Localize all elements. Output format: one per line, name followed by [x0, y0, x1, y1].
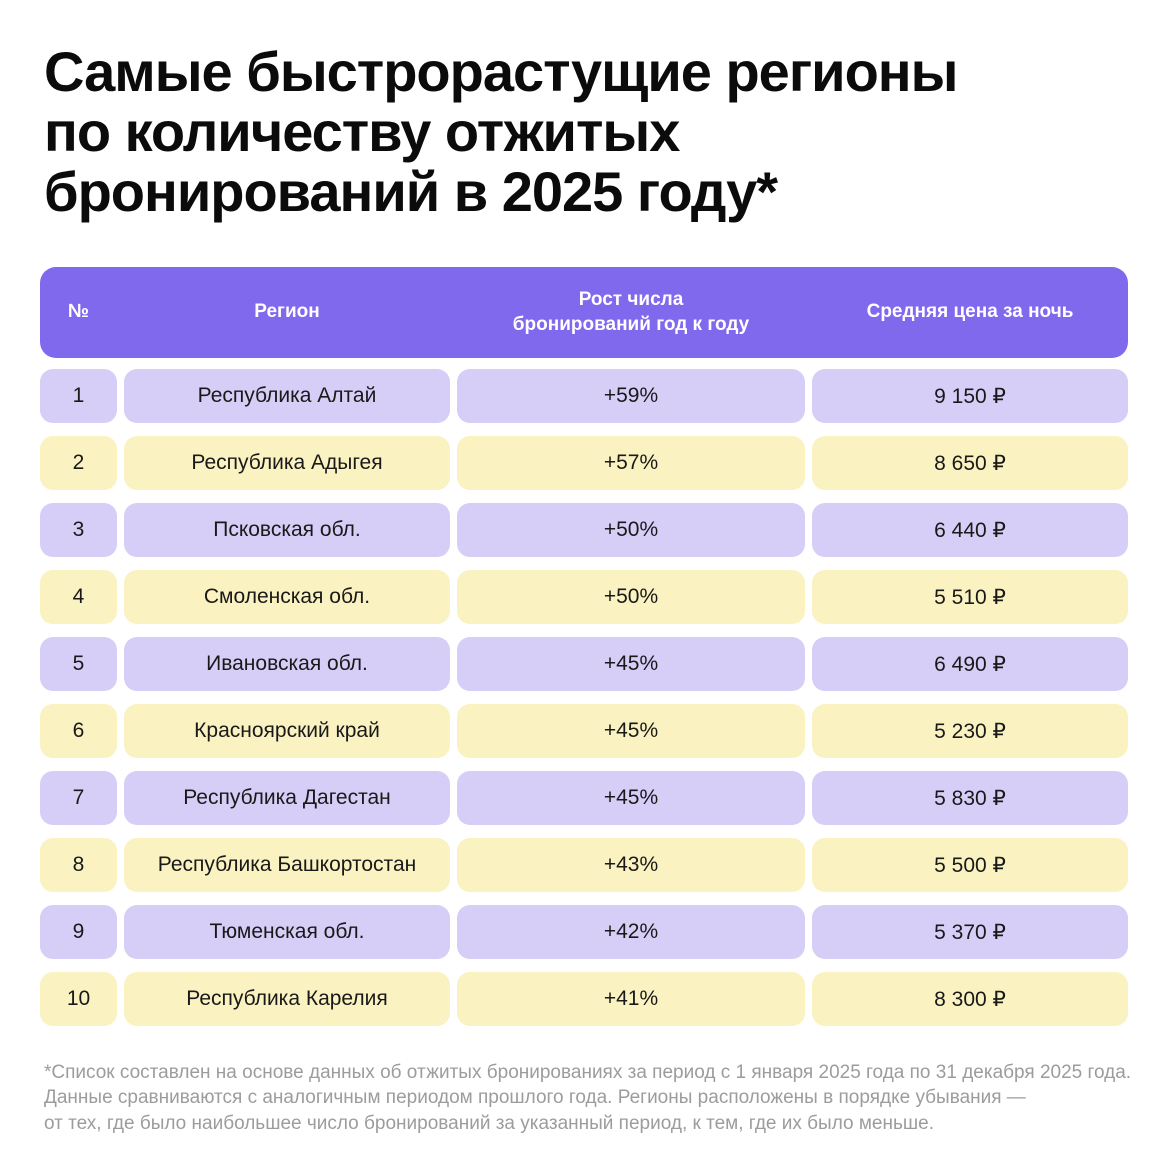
column-header-region: Регион — [254, 301, 320, 323]
table-row: 6 Красноярский край +45% 5 230 ₽ — [40, 704, 1128, 758]
cell-number: 9 — [40, 905, 117, 959]
cell-number: 10 — [40, 972, 117, 1026]
column-header-growth: Рост числа бронирований год к году — [512, 288, 750, 335]
cell-growth: +41% — [457, 972, 805, 1026]
cell-region: Псковская обл. — [124, 503, 450, 557]
cell-region: Республика Адыгея — [124, 436, 450, 490]
cell-region: Ивановская обл. — [124, 637, 450, 691]
cell-growth: +57% — [457, 436, 805, 490]
cell-growth: +45% — [457, 771, 805, 825]
cell-number: 7 — [40, 771, 117, 825]
cell-number: 5 — [40, 637, 117, 691]
cell-growth: +43% — [457, 838, 805, 892]
cell-region: Республика Карелия — [124, 972, 450, 1026]
cell-price: 5 830 ₽ — [812, 771, 1128, 825]
table-row: 5 Ивановская обл. +45% 6 490 ₽ — [40, 637, 1128, 691]
cell-growth: +42% — [457, 905, 805, 959]
table-header-row: № Регион Рост числа бронирований год к г… — [40, 267, 1128, 358]
column-header-number: № — [67, 301, 90, 323]
cell-price: 5 500 ₽ — [812, 838, 1128, 892]
page-title: Самые быстрорастущие регионы по количест… — [44, 40, 958, 223]
table-row: 10 Республика Карелия +41% 8 300 ₽ — [40, 972, 1128, 1026]
table-row: 7 Республика Дагестан +45% 5 830 ₽ — [40, 771, 1128, 825]
cell-number: 6 — [40, 704, 117, 758]
cell-price: 8 300 ₽ — [812, 972, 1128, 1026]
table-row: 2 Республика Адыгея +57% 8 650 ₽ — [40, 436, 1128, 490]
cell-region: Республика Дагестан — [124, 771, 450, 825]
cell-region: Республика Алтай — [124, 369, 450, 423]
cell-price: 6 440 ₽ — [812, 503, 1128, 557]
footnote-text: *Список составлен на основе данных об от… — [44, 1062, 1132, 1134]
column-header-price: Средняя цена за ночь — [866, 301, 1074, 323]
cell-price: 5 510 ₽ — [812, 570, 1128, 624]
table-row: 8 Республика Башкортостан +43% 5 500 ₽ — [40, 838, 1128, 892]
cell-growth: +50% — [457, 503, 805, 557]
cell-growth: +45% — [457, 704, 805, 758]
cell-growth: +50% — [457, 570, 805, 624]
cell-region: Смоленская обл. — [124, 570, 450, 624]
cell-price: 8 650 ₽ — [812, 436, 1128, 490]
cell-region: Тюменская обл. — [124, 905, 450, 959]
cell-price: 5 370 ₽ — [812, 905, 1128, 959]
table-row: 4 Смоленская обл. +50% 5 510 ₽ — [40, 570, 1128, 624]
rankings-table: № Регион Рост числа бронирований год к г… — [40, 267, 1128, 1039]
cell-number: 3 — [40, 503, 117, 557]
cell-price: 5 230 ₽ — [812, 704, 1128, 758]
cell-number: 1 — [40, 369, 117, 423]
cell-region: Красноярский край — [124, 704, 450, 758]
cell-price: 6 490 ₽ — [812, 637, 1128, 691]
cell-growth: +45% — [457, 637, 805, 691]
table-row: 3 Псковская обл. +50% 6 440 ₽ — [40, 503, 1128, 557]
cell-number: 8 — [40, 838, 117, 892]
cell-price: 9 150 ₽ — [812, 369, 1128, 423]
cell-growth: +59% — [457, 369, 805, 423]
cell-region: Республика Башкортостан — [124, 838, 450, 892]
table-row: 1 Республика Алтай +59% 9 150 ₽ — [40, 369, 1128, 423]
cell-number: 2 — [40, 436, 117, 490]
cell-number: 4 — [40, 570, 117, 624]
table-row: 9 Тюменская обл. +42% 5 370 ₽ — [40, 905, 1128, 959]
